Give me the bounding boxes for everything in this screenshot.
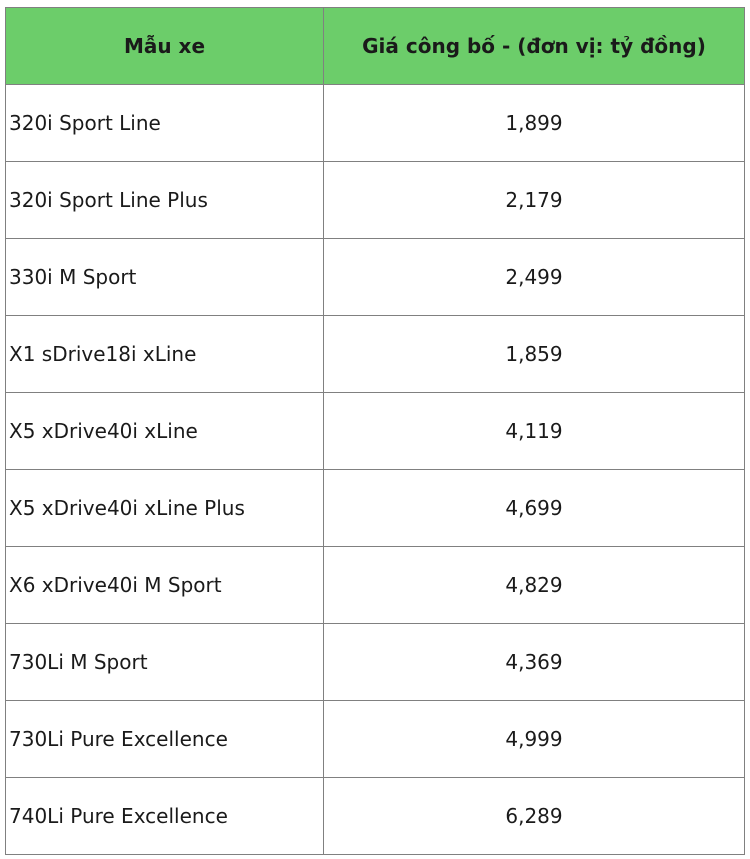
model-cell: 320i Sport Line (5, 84, 324, 162)
price-cell: 1,899 (323, 84, 745, 162)
price-cell: 2,179 (323, 161, 745, 239)
table-row: 740Li Pure Excellence 6,289 (5, 777, 745, 855)
table-row: 730Li Pure Excellence 4,999 (5, 700, 745, 778)
price-cell: 2,499 (323, 238, 745, 316)
price-cell: 6,289 (323, 777, 745, 855)
model-cell: 730Li M Sport (5, 623, 324, 701)
table-row: 330i M Sport 2,499 (5, 238, 745, 316)
model-cell: 740Li Pure Excellence (5, 777, 324, 855)
price-cell: 4,999 (323, 700, 745, 778)
model-cell: X6 xDrive40i M Sport (5, 546, 324, 624)
header-model: Mẫu xe (5, 7, 324, 85)
price-table: Mẫu xe Giá công bố - (đơn vị: tỷ đồng) 3… (5, 7, 745, 855)
table-row: 320i Sport Line Plus 2,179 (5, 161, 745, 239)
table-row: 320i Sport Line 1,899 (5, 84, 745, 162)
model-cell: X5 xDrive40i xLine (5, 392, 324, 470)
table-header: Mẫu xe Giá công bố - (đơn vị: tỷ đồng) (5, 7, 745, 85)
model-cell: 330i M Sport (5, 238, 324, 316)
price-cell: 4,699 (323, 469, 745, 547)
model-cell: 320i Sport Line Plus (5, 161, 324, 239)
price-cell: 4,829 (323, 546, 745, 624)
table-row: 730Li M Sport 4,369 (5, 623, 745, 701)
table-row: X1 sDrive18i xLine 1,859 (5, 315, 745, 393)
price-cell: 4,369 (323, 623, 745, 701)
model-cell: 730Li Pure Excellence (5, 700, 324, 778)
price-cell: 1,859 (323, 315, 745, 393)
model-cell: X5 xDrive40i xLine Plus (5, 469, 324, 547)
table-body: 320i Sport Line 1,899 320i Sport Line Pl… (5, 84, 745, 855)
header-price: Giá công bố - (đơn vị: tỷ đồng) (323, 7, 745, 85)
table-row: X5 xDrive40i xLine Plus 4,699 (5, 469, 745, 547)
price-cell: 4,119 (323, 392, 745, 470)
table-row: X6 xDrive40i M Sport 4,829 (5, 546, 745, 624)
model-cell: X1 sDrive18i xLine (5, 315, 324, 393)
table-row: X5 xDrive40i xLine 4,119 (5, 392, 745, 470)
header-row: Mẫu xe Giá công bố - (đơn vị: tỷ đồng) (5, 7, 745, 85)
